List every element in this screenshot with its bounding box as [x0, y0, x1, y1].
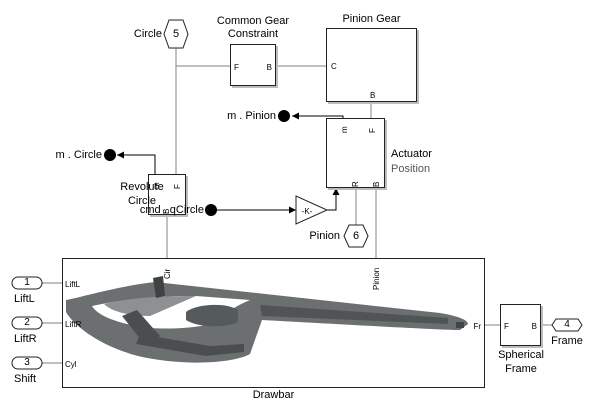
drawbar-port-liftl: LiftL — [65, 280, 81, 289]
drawbar-port-cyl: Cyl — [65, 360, 77, 369]
arrowhead — [117, 151, 124, 159]
inport-1-label: LiftL — [14, 293, 35, 305]
inport-2-label: LiftR — [14, 333, 37, 345]
actuator-subtitle: Position — [391, 163, 431, 175]
drawbar-port-pinion: Pinion — [372, 267, 381, 290]
arrowhead — [332, 188, 340, 195]
outport-4-number: 4 — [564, 319, 570, 330]
outport-4-label: Frame — [551, 335, 583, 347]
command-source-terminator[interactable] — [205, 204, 217, 216]
actuator-title: Actuator — [391, 148, 432, 160]
inport-2-number: 2 — [24, 317, 30, 328]
arrowhead — [289, 206, 296, 214]
inport-3-number: 3 — [24, 357, 30, 368]
inport-3[interactable] — [11, 356, 43, 370]
actuator-port-f: F — [368, 128, 377, 133]
actuator-block[interactable]: m F R B — [326, 118, 385, 188]
signal-arrowheads — [117, 112, 340, 214]
drawbar-port-cir: Cir — [163, 268, 172, 279]
drawbar-image — [66, 276, 468, 363]
arrowhead — [292, 112, 299, 120]
spherical-title-1: Spherical — [498, 349, 544, 361]
circle-sensor-terminator[interactable] — [104, 149, 116, 161]
circle-tag-label: Circle — [133, 28, 162, 40]
drawbar-title: Drawbar — [252, 389, 295, 401]
inport-1-number: 1 — [24, 277, 30, 288]
gain-block[interactable] — [295, 195, 329, 225]
spherical-frame-block[interactable]: F B — [500, 304, 541, 346]
goto-tag-circle[interactable] — [163, 19, 189, 49]
revolute-title-2: Circle — [127, 195, 157, 207]
drawbar-port-fr: Fr — [473, 322, 481, 331]
inport-3-label: Shift — [14, 373, 37, 385]
common-gear-constraint-block[interactable]: F B — [230, 44, 276, 86]
command-label: cmd . qCircle — [139, 204, 204, 216]
pinion-gear-port-b: B — [370, 91, 376, 100]
actuator-port-m: m — [340, 126, 349, 133]
connection-inports — [42, 282, 62, 364]
drawbar-block[interactable]: LiftL LiftR Cyl Cir Pinion Fr — [62, 258, 485, 388]
inport-2[interactable] — [11, 316, 43, 330]
goto-tag-pinion[interactable] — [343, 224, 369, 248]
spherical-port-b: B — [531, 322, 537, 331]
physical-connections — [42, 48, 552, 364]
pinion-gear-block[interactable]: C B — [326, 28, 417, 102]
spherical-port-f: F — [504, 322, 509, 331]
pinion-gear-port-c: C — [331, 62, 337, 71]
connection-circle-tag-to-gear-constraint — [175, 48, 230, 67]
pinion-tag-label: Pinion — [309, 230, 340, 242]
gear-constraint-title-1: Common Gear — [216, 15, 290, 27]
gear-constraint-title-2: Constraint — [227, 28, 279, 40]
revolute-title-1: Revolute — [120, 181, 164, 193]
revolute-port-f: F — [173, 184, 182, 189]
drawbar-port-liftr: LiftR — [65, 320, 82, 329]
signal-revolute-to-circle-sensor — [117, 154, 156, 178]
gear-constraint-port-f: F — [234, 63, 239, 72]
gain-label: -K- — [301, 207, 313, 216]
gear-constraint-port-b: B — [266, 63, 272, 72]
actuator-port-b: B — [372, 181, 381, 187]
circle-sensor-label: m . Circle — [55, 149, 102, 161]
inport-1[interactable] — [11, 276, 43, 290]
pinion-gear-title: Pinion Gear — [342, 13, 401, 25]
pinion-tag-number: 6 — [352, 230, 360, 242]
outport-4[interactable] — [551, 318, 583, 332]
actuator-port-r: R — [351, 181, 360, 187]
pinion-sensor-label: m . Pinion — [227, 110, 276, 122]
pinion-sensor-terminator[interactable] — [278, 110, 290, 122]
circle-tag-number: 5 — [172, 28, 180, 40]
revolute-circle-block[interactable]: m F B — [148, 174, 186, 215]
spherical-title-2: Frame — [505, 363, 537, 375]
